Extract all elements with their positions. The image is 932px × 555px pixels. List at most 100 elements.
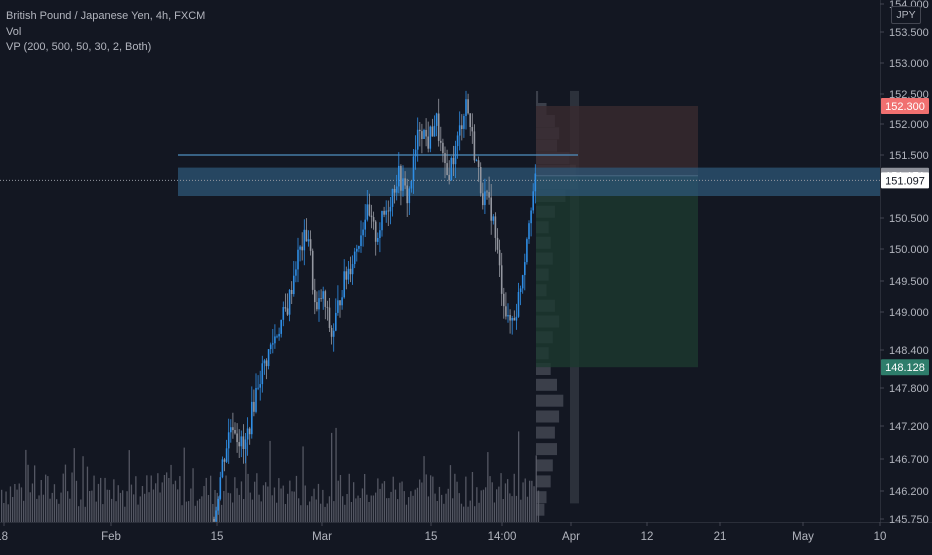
currency-badge[interactable]: JPY [891, 6, 921, 24]
candle-body [217, 498, 219, 511]
volume-bar [388, 498, 390, 522]
volume-bar [353, 482, 355, 522]
volume-bar [485, 487, 487, 522]
candle-body [391, 189, 394, 207]
price-zone-rectangle[interactable] [178, 167, 880, 196]
candle-body [437, 113, 440, 141]
volume-bars [1, 427, 540, 522]
volume-bar [280, 488, 282, 522]
volume-bar [524, 478, 526, 522]
candle-body [419, 129, 421, 132]
volume-bar [172, 484, 174, 522]
volume-profile-bar [536, 426, 555, 439]
candle-body [435, 113, 438, 126]
volume-bar [326, 503, 328, 522]
volume-bar [355, 498, 357, 522]
volume-bar [9, 486, 12, 522]
volume-bar [359, 498, 361, 522]
volume-bar [170, 464, 172, 522]
volume-bar [408, 497, 410, 522]
volume-bar [427, 496, 430, 522]
candle-body [246, 428, 249, 440]
volume-profile-bar [536, 491, 547, 504]
candle-body [377, 238, 379, 242]
volume-bar [106, 489, 108, 522]
volume-bar [152, 489, 155, 522]
price-axis[interactable] [880, 0, 932, 550]
volume-bar [40, 480, 42, 522]
volume-bar [412, 495, 414, 522]
volume-profile-bar [536, 410, 560, 423]
volume-bar [265, 482, 267, 522]
volume-profile-indicator-label[interactable]: VP (200, 500, 50, 30, 2, Both) [6, 41, 152, 53]
volume-bar [133, 494, 135, 522]
volume-bar [267, 486, 269, 522]
volume-bar [438, 486, 441, 522]
volume-bar [179, 476, 181, 522]
volume-bar [243, 499, 245, 522]
candle-body [337, 300, 339, 313]
volume-bar [100, 477, 102, 522]
candle-body [517, 292, 520, 317]
take-profit-area[interactable] [536, 175, 698, 368]
symbol-title[interactable]: British Pound / Japanese Yen, 4h, FXCM [6, 10, 206, 22]
volume-bar [95, 501, 97, 522]
candle-body [385, 210, 387, 215]
volume-indicator-label[interactable]: Vol [6, 25, 22, 38]
candle-body [370, 215, 373, 218]
volume-bar [188, 501, 190, 522]
volume-bar [529, 480, 531, 522]
candle-body [467, 99, 469, 114]
candle-body [463, 116, 465, 129]
price-label-tag [881, 359, 929, 376]
drawings[interactable] [0, 106, 880, 368]
volume-bar [436, 501, 438, 522]
time-axis[interactable] [0, 522, 932, 550]
volume-bar [229, 493, 232, 522]
candle-body [400, 165, 402, 191]
volume-bar [51, 492, 53, 522]
volume-bar [335, 427, 337, 522]
volume-bar [295, 475, 298, 522]
volume-bar [5, 491, 7, 522]
candle-body [286, 308, 289, 315]
candle-body [469, 113, 471, 127]
time-tick-label: 14:00 [488, 531, 517, 543]
volume-bar [390, 491, 392, 522]
time-tick-label: 15 [425, 531, 438, 543]
candle-body [381, 210, 383, 231]
volume-bar [38, 495, 40, 522]
volume-bar [306, 505, 309, 522]
candle-body [393, 189, 396, 193]
candle-body [227, 432, 230, 449]
price-tick-label: 145.750 [889, 514, 929, 526]
volume-profile-bar [536, 91, 539, 103]
volume-bar [533, 486, 535, 522]
volume-bar [366, 494, 368, 522]
candle-body [280, 319, 282, 334]
volume-bar [155, 483, 157, 522]
stop-loss-area[interactable] [536, 106, 698, 176]
price-label-tag [881, 172, 929, 189]
volume-bar [535, 455, 537, 522]
volume-bar [214, 490, 216, 522]
candle-body [353, 251, 356, 265]
volume-bar [456, 481, 458, 522]
volume-bar [185, 501, 188, 522]
candle-body [505, 306, 507, 317]
candle-body [351, 264, 354, 275]
volume-bar [205, 477, 207, 522]
volume-bar [82, 456, 84, 522]
candle-body [324, 291, 327, 307]
candle-body [366, 204, 369, 220]
candle-body [458, 125, 461, 136]
candle-body [519, 288, 522, 292]
volume-bar [425, 474, 427, 522]
volume-bar [12, 497, 14, 522]
volume-bar [414, 489, 416, 522]
candle-body [278, 333, 280, 337]
volume-bar [207, 495, 210, 522]
